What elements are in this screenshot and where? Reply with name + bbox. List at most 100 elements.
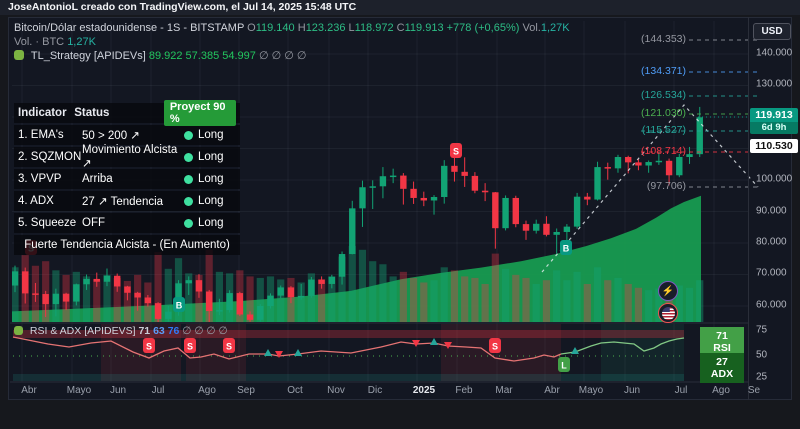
time-axis-label[interactable]: Mayo (578, 385, 604, 396)
time-axis-label[interactable]: Nov (327, 385, 345, 396)
time-axis-label[interactable]: Ago (712, 385, 730, 396)
indicator-name: 3. VPVP (18, 173, 62, 185)
signal-cell: Long (184, 173, 224, 185)
signal-cell: Long (184, 195, 224, 207)
indicator-row: 5. Squeeze OFF Long (14, 213, 240, 233)
open-value: 119.140 (255, 22, 295, 34)
up-triangle-marker (430, 338, 438, 345)
vol-value: 1,27K (540, 22, 570, 34)
strategy-legend[interactable]: TL_Strategy [APIDEVs] 89.922 57.385 54.9… (14, 49, 306, 62)
symbol-legend[interactable]: Bitcoin/Dólar estadounidense - 1S - BITS… (14, 22, 570, 34)
time-axis-label[interactable]: Ago (198, 385, 216, 396)
price-scale-label[interactable]: 60.000 (756, 299, 787, 311)
indicator-name: 5. Squeeze (18, 217, 77, 229)
signal-badge-b: B (560, 240, 572, 255)
indicator-status: 50 > 200 ↗ (82, 130, 140, 142)
chart-canvas[interactable]: SSBBSSSSL (9, 18, 793, 401)
candlestick-series (12, 106, 703, 322)
time-axis[interactable]: Abr Mayo Jun Jul Ago Sep Oct Nov Dic 2025 Feb Mar Ab… (8, 382, 760, 400)
time-axis-label[interactable]: Se (747, 385, 761, 396)
us-economic-event-icon[interactable] (658, 303, 678, 323)
down-triangle-marker (412, 340, 420, 347)
time-axis-label[interactable]: Abr (21, 385, 37, 396)
price-scale-label[interactable]: 130.000 (756, 78, 793, 90)
power-event-icon[interactable]: ⚡ (658, 281, 678, 301)
time-axis-label[interactable]: Jul (151, 385, 165, 396)
change-value: +778 (+0,65%) (446, 22, 520, 34)
indicator-status: OFF (82, 217, 105, 229)
table-footer: Fuerte Tendencia Alcista - (En Aumento) (14, 235, 240, 255)
high-label: H (297, 22, 306, 34)
time-axis-label[interactable]: Jun (109, 385, 127, 396)
oversold-band (13, 374, 684, 381)
up-triangle-marker (294, 349, 302, 356)
rsi-value-badge: 71 RSI (700, 327, 744, 357)
price-scale-label[interactable]: 80.000 (756, 236, 787, 248)
zigzag-projection (541, 104, 759, 273)
signal-badge-s: S (450, 143, 462, 158)
signal-badge-l: L (558, 357, 570, 372)
signal-badge-s: S (489, 338, 501, 353)
down-triangle-marker (444, 342, 452, 349)
signal-badge-b: B (173, 297, 185, 312)
time-axis-label[interactable]: Jul (674, 385, 688, 396)
rsi-line-bearish (12, 336, 562, 362)
signal-cell: Long (184, 217, 224, 229)
close-label: C (396, 22, 405, 34)
time-axis-label[interactable]: 2025 (412, 385, 436, 396)
indicator-status-table: Indicator Status Proyect 90 % 1. EMA's 50… (14, 100, 240, 257)
signal-badge-s: S (184, 338, 196, 353)
time-axis-label[interactable]: Feb (455, 385, 473, 396)
rsi-logo-icon (14, 326, 23, 335)
price-scale-label[interactable]: 25 (756, 371, 768, 383)
indicator-status: Movimiento Alcista ↗ (82, 144, 178, 170)
signal-text: Long (198, 195, 224, 207)
time-axis-label[interactable]: Sep (237, 385, 255, 396)
time-axis-label[interactable]: Abr (544, 385, 560, 396)
rsi-legend[interactable]: RSI & ADX [APIDEVS] 71 63 76 ∅ ∅ ∅ ∅ (14, 325, 228, 337)
price-scale-label[interactable]: 70.000 (756, 267, 787, 279)
rsi-empty-values: ∅ ∅ ∅ ∅ (182, 325, 228, 337)
signal-text: Long (198, 151, 224, 163)
rsi-number: 71 (716, 330, 728, 342)
signal-badge-s: S (223, 338, 235, 353)
adx-value-badge: 27 ADX (700, 353, 744, 383)
attribution-bar: JoseAntonioL creado con TradingView.com,… (0, 0, 800, 15)
signal-cell: Long (184, 129, 224, 141)
rsi-value: 63 (153, 325, 168, 337)
time-axis-label[interactable]: Mayo (66, 385, 92, 396)
projection-level-label: (134.371) (641, 65, 686, 77)
time-axis-label[interactable]: Jun (623, 385, 641, 396)
price-scale-label[interactable]: 90.000 (756, 205, 787, 217)
up-triangle-marker (571, 347, 579, 354)
svg-text:S: S (226, 342, 232, 352)
bar-countdown: 6d 9h (750, 122, 798, 134)
header-indicator: Indicator (18, 107, 67, 119)
low-label: L (348, 22, 355, 34)
rsi-name[interactable]: RSI & ADX [APIDEVS] (29, 325, 136, 337)
chart-widget[interactable]: SSBBSSSSL (8, 17, 792, 400)
symbol-title[interactable]: Bitcoin/Dólar estadounidense - 1S - BITS… (14, 22, 245, 34)
time-axis-label[interactable]: Oct (287, 385, 303, 396)
currency-toggle-button[interactable]: USD (753, 23, 791, 40)
bottom-strip: TradingView (0, 400, 800, 429)
signal-text: Long (198, 173, 224, 185)
long-dot-icon (184, 174, 193, 184)
volume-legend[interactable]: Vol. · BTC 1,27K (14, 36, 96, 48)
vol-label: Vol. (522, 22, 541, 34)
indicator-row: 1. EMA's 50 > 200 ↗ Long (14, 125, 240, 145)
rsi-values: 71 63 76 (138, 325, 182, 337)
price-scale-label[interactable]: 50 (756, 349, 768, 361)
price-scale-separator (748, 17, 749, 400)
time-axis-label[interactable]: Dic (367, 385, 383, 396)
signal-text: Long (198, 217, 224, 229)
up-triangle-marker (264, 349, 272, 356)
header-status: Status (74, 107, 110, 119)
price-scale-label[interactable]: 100.000 (756, 173, 793, 185)
price-scale-label[interactable]: 75 (756, 324, 768, 336)
long-dot-icon (184, 196, 193, 206)
strategy-name[interactable]: TL_Strategy [APIDEVs] (30, 50, 146, 62)
price-scale-label[interactable]: 140.000 (756, 47, 793, 59)
time-axis-label[interactable]: Mar (495, 385, 513, 396)
